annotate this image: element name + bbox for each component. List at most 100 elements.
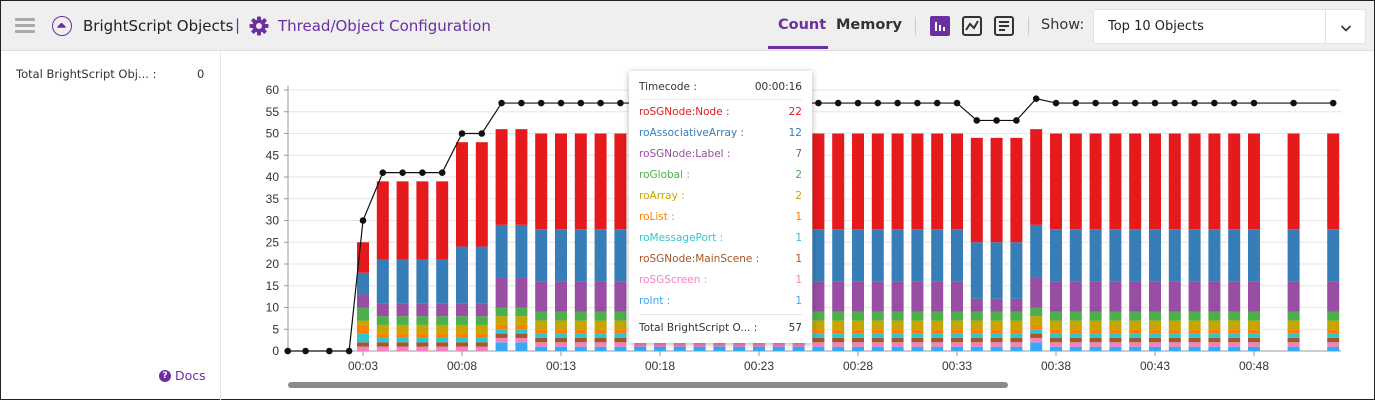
bar-segment-rosgnode-node — [595, 134, 607, 230]
bar-chart-icon[interactable] — [930, 16, 950, 36]
docs-link[interactable]: ? Docs — [159, 368, 206, 383]
bar-segment-rosgnode-label — [555, 281, 567, 311]
bar-segment-rosgnode-node — [456, 142, 468, 246]
collapse-up-icon[interactable] — [52, 16, 72, 36]
bar-segment-rosgnode-label — [1030, 277, 1042, 307]
bar-segment-rosgnode-mainscene — [397, 342, 409, 346]
tooltip-row: roArray : 2 — [639, 186, 802, 207]
bar-segment-rolist — [971, 329, 983, 333]
line-chart-icon[interactable] — [962, 16, 982, 36]
bar-segment-rosgnode-node — [515, 129, 527, 225]
bar-segment-rosgscreen — [634, 342, 646, 346]
total-point — [439, 169, 446, 176]
list-icon[interactable] — [994, 16, 1014, 36]
bar-segment-rosgscreen — [575, 342, 587, 346]
bar-segment-rosgscreen — [1050, 342, 1062, 346]
bar-segment-roint — [535, 347, 547, 351]
bar-segment-rosgscreen — [436, 347, 448, 351]
bar-segment-roarray — [1327, 321, 1339, 330]
bar-segment-roglobal — [1109, 312, 1121, 321]
bar-segment-rosgnode-label — [1248, 281, 1260, 311]
bar-segment-roarray — [515, 316, 527, 325]
bar-segment-rosgnode-node — [476, 142, 488, 246]
bar-segment-roglobal — [991, 312, 1003, 321]
bar-segment-rosgnode-label — [1050, 281, 1062, 311]
horizontal-scrollbar[interactable] — [288, 382, 1008, 388]
show-select[interactable]: Top 10 Objects — [1093, 9, 1366, 44]
bar-segment-rosgnode-label — [832, 281, 844, 311]
bar-segment-roassociativearray — [595, 229, 607, 281]
bar-segment-rolist — [595, 329, 607, 333]
total-point — [558, 100, 565, 107]
bar-segment-rosgnode-mainscene — [515, 334, 527, 338]
bar-segment-rosgscreen — [733, 342, 745, 346]
bar-segment-rosgnode-node — [436, 181, 448, 259]
bar-segment-roglobal — [1327, 312, 1339, 321]
bar-segment-rosgnode-label — [397, 303, 409, 316]
bar-segment-roarray — [1149, 321, 1161, 330]
tab-count[interactable]: Count — [778, 17, 827, 33]
bar-segment-roglobal — [1070, 312, 1082, 321]
total-point — [399, 169, 406, 176]
y-tick-label: 40 — [266, 170, 280, 184]
bar-segment-rosgnode-label — [1070, 281, 1082, 311]
bar-segment-roint — [1129, 347, 1141, 351]
thread-object-config-link[interactable]: Thread/Object Configuration — [278, 17, 491, 35]
bar-stack — [1109, 134, 1121, 352]
bar-segment-romessageport — [436, 338, 448, 342]
tab-memory[interactable]: Memory — [836, 17, 902, 33]
tooltip-row-value: 22 — [788, 106, 802, 118]
bar-stack — [377, 181, 389, 351]
bar-segment-roassociativearray — [555, 229, 567, 281]
bar-segment-roarray — [456, 325, 468, 334]
bar-segment-rosgscreen — [753, 342, 765, 346]
bar-segment-roint — [575, 347, 587, 351]
bar-segment-rosgscreen — [377, 347, 389, 351]
bar-segment-romessageport — [1169, 334, 1181, 338]
bar-segment-roglobal — [436, 316, 448, 325]
x-tick-label: 00:48 — [1239, 359, 1269, 373]
bar-segment-rolist — [1070, 329, 1082, 333]
dropdown-toggle[interactable] — [1325, 10, 1365, 43]
bar-segment-rosgnode-node — [555, 134, 567, 230]
bar-segment-rosgscreen — [515, 338, 527, 342]
bar-segment-roassociativearray — [991, 242, 1003, 299]
bar-segment-romessageport — [1208, 334, 1220, 338]
bar-segment-roint — [951, 347, 963, 351]
bar-segment-rosgnode-node — [991, 138, 1003, 242]
gear-icon[interactable] — [249, 16, 269, 36]
bar-segment-rosgnode-mainscene — [1149, 338, 1161, 342]
bar-segment-roint — [595, 347, 607, 351]
bar-segment-roarray — [476, 325, 488, 334]
bar-segment-roarray — [1090, 321, 1102, 330]
bar-segment-rosgnode-label — [872, 281, 884, 311]
bar-segment-rosgnode-mainscene — [892, 338, 904, 342]
bar-segment-rosgnode-mainscene — [832, 338, 844, 342]
bar-stack — [1129, 134, 1141, 352]
total-point — [1231, 100, 1238, 107]
bar-segment-roglobal — [535, 312, 547, 321]
bar-segment-rosgnode-label — [1208, 281, 1220, 311]
bar-segment-roassociativearray — [614, 229, 626, 281]
bar-segment-roassociativearray — [1010, 242, 1022, 299]
bar-segment-roarray — [614, 321, 626, 330]
bar-segment-roint — [634, 347, 646, 351]
y-tick-label: 10 — [266, 301, 280, 315]
tooltip-row: roSGNode:MainScene : 1 — [639, 249, 802, 270]
bar-segment-roglobal — [1248, 312, 1260, 321]
bar-segment-rosgnode-label — [456, 303, 468, 316]
bar-stack — [614, 134, 626, 352]
menu-icon[interactable] — [15, 18, 35, 33]
bar-segment-rosgnode-node — [1189, 134, 1201, 230]
bar-segment-rosgnode-node — [575, 134, 587, 230]
x-tick-label: 00:33 — [942, 359, 972, 373]
bar-segment-roglobal — [832, 312, 844, 321]
bar-segment-roglobal — [515, 308, 527, 317]
bar-segment-romessageport — [416, 338, 428, 342]
y-tick-label: 5 — [272, 322, 279, 336]
total-point — [578, 100, 585, 107]
bar-segment-rosgscreen — [416, 347, 428, 351]
page-title: BrightScript Objects — [83, 17, 234, 35]
bar-segment-rolist — [476, 334, 488, 338]
bar-stack — [1169, 134, 1181, 352]
